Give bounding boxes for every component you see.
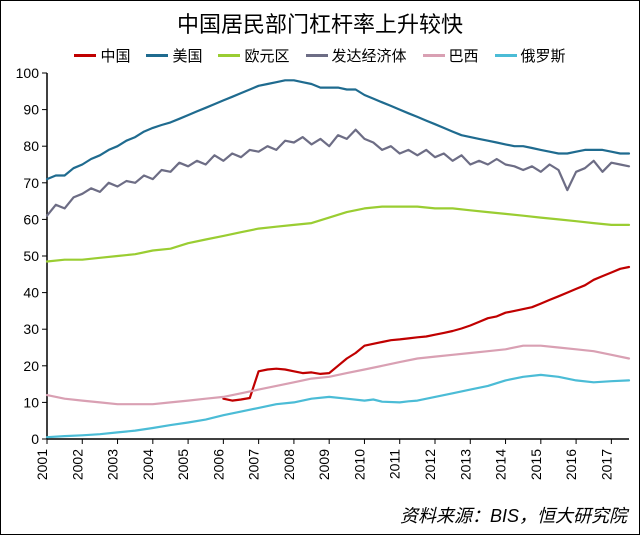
y-tick-label: 0 [31,431,39,447]
y-tick-label: 10 [23,394,39,410]
series-line-usa [47,80,629,179]
y-tick-label: 50 [23,248,39,264]
chart-container: 中国居民部门杠杆率上升较快 中国美国欧元区发达经济体巴西俄罗斯 01020304… [0,0,640,535]
plot-svg: 0 10 20 30 40 50 60 70 80 90 100 2001 2002 2003 2004 20… [1,1,640,536]
series-line-eurozone [47,207,629,262]
x-tick-label: 2015 [528,449,544,480]
x-tick-label: 2005 [175,449,191,480]
x-tick-label: 2002 [69,449,85,480]
y-tick-label: 60 [23,211,39,227]
x-tick-label: 2003 [105,449,121,480]
y-tick-label: 70 [23,175,39,191]
x-tick-label: 2001 [34,449,50,480]
y-tick-label: 30 [23,321,39,337]
x-tick-label: 2009 [316,449,332,480]
y-tick-label: 100 [16,65,40,81]
x-tick-label: 2010 [351,449,367,480]
series-line-russia [47,375,629,437]
x-tick-label: 2006 [210,449,226,480]
x-tick-label: 2012 [422,449,438,480]
x-tick-label: 2004 [140,449,156,480]
series-line-china [223,267,629,401]
y-tick-label: 40 [23,285,39,301]
y-tick-label: 90 [23,102,39,118]
source-text: 资料来源：BIS，恒大研究院 [400,502,627,528]
x-tick-label: 2017 [598,449,614,480]
series-line-advanced [47,130,629,216]
x-tick-label: 2013 [457,449,473,480]
x-tick-label: 2016 [563,449,579,480]
x-tick-label: 2014 [493,449,509,480]
y-tick-label: 20 [23,358,39,374]
x-tick-label: 2011 [387,449,403,479]
x-tick-label: 2007 [246,449,262,480]
x-tick-label: 2008 [281,449,297,480]
y-tick-label: 80 [23,138,39,154]
